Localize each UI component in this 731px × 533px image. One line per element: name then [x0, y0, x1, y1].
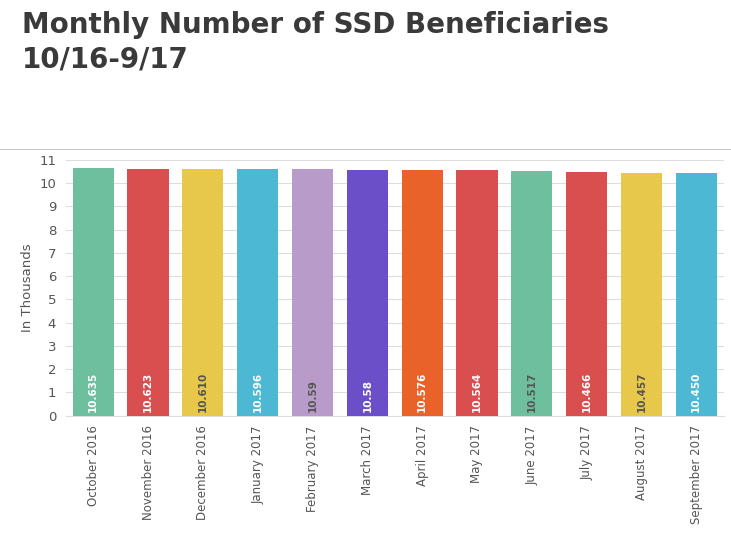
Text: 10.635: 10.635 [88, 372, 98, 412]
Text: 10.517: 10.517 [527, 372, 537, 412]
Y-axis label: In Thousands: In Thousands [20, 244, 34, 332]
Text: 10.457: 10.457 [637, 372, 646, 412]
Bar [456, 170, 498, 416]
Text: 10.610: 10.610 [198, 372, 208, 412]
Bar [292, 169, 333, 416]
Text: 10.576: 10.576 [417, 372, 427, 412]
Bar [511, 171, 553, 416]
Text: 10.59: 10.59 [308, 379, 317, 412]
Bar [621, 173, 662, 416]
Bar [566, 172, 607, 416]
Text: 10.58: 10.58 [363, 379, 372, 412]
Bar [401, 170, 443, 416]
Text: 10.466: 10.466 [582, 372, 591, 412]
Bar [675, 173, 717, 416]
Text: 10.623: 10.623 [143, 372, 153, 412]
Bar [72, 168, 114, 416]
Bar [237, 169, 279, 416]
Text: Monthly Number of SSD Beneficiaries
10/16-9/17: Monthly Number of SSD Beneficiaries 10/1… [22, 11, 609, 73]
Bar [346, 169, 388, 416]
Bar [127, 168, 169, 416]
Text: 10.564: 10.564 [472, 372, 482, 412]
Text: 10.450: 10.450 [692, 372, 701, 412]
Bar [182, 169, 224, 416]
Text: 10.596: 10.596 [253, 372, 262, 412]
